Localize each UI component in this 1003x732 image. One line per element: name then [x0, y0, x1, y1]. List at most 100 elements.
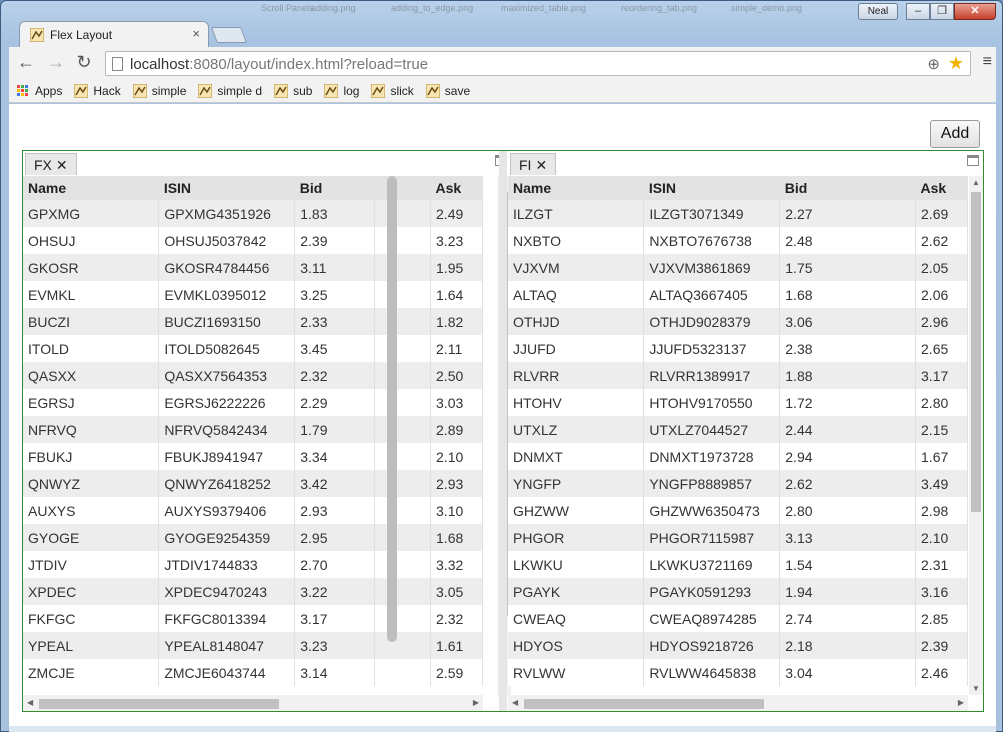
scroll-thumb[interactable]	[39, 699, 279, 709]
scroll-up-icon[interactable]: ▲	[972, 178, 980, 187]
table-row[interactable]: FBUKJ FBUKJ8941947 3.34 2.10	[23, 443, 483, 470]
bookmark-simple-d[interactable]: simple d	[198, 83, 262, 98]
column-header[interactable]: Bid	[294, 176, 375, 200]
restore-button[interactable]: ❐	[930, 3, 954, 20]
table-row[interactable]: OTHJD OTHJD9028379 3.06 2.96	[508, 308, 968, 335]
table-row[interactable]: ALTAQ ALTAQ3667405 1.68 2.06	[508, 281, 968, 308]
table-row[interactable]: QASXX QASXX7564353 2.32 2.50	[23, 362, 483, 389]
table-row[interactable]: HDYOS HDYOS9218726 2.18 2.39	[508, 632, 968, 659]
table-row[interactable]: NXBTO NXBTO7676738 2.48 2.62	[508, 227, 968, 254]
table-cell: YNGFP8889857	[643, 470, 781, 497]
panel-tab-fi[interactable]: FI ✕	[510, 153, 557, 175]
table-row[interactable]: ILZGT ILZGT3071349 2.27 2.69	[508, 200, 968, 227]
reload-icon[interactable]: ↻	[76, 52, 92, 72]
address-bar[interactable]: localhost:8080/layout/index.html?reload=…	[105, 51, 971, 76]
column-header[interactable]: Ask	[430, 176, 483, 200]
table-row[interactable]: CWEAQ CWEAQ8974285 2.74 2.85	[508, 605, 968, 632]
panel-splitter[interactable]	[499, 151, 507, 711]
bookmark-hack[interactable]: Hack	[74, 83, 121, 98]
table-row[interactable]: GPXMG GPXMG4351926 1.83 2.49	[23, 200, 483, 227]
table-cell: HDYOS9218726	[643, 632, 781, 659]
table-row[interactable]: HTOHV HTOHV9170550 1.72 2.80	[508, 389, 968, 416]
column-header[interactable]: Name	[23, 176, 159, 200]
vertical-scrollbar[interactable]: ▲ ▼	[969, 176, 983, 695]
table-row[interactable]: NFRVQ NFRVQ5842434 1.79 2.89	[23, 416, 483, 443]
maximize-icon[interactable]	[967, 155, 979, 166]
profile-button[interactable]: Neal	[858, 3, 898, 20]
table-cell	[374, 281, 432, 308]
scroll-right-icon[interactable]: ▶	[957, 698, 964, 707]
minimize-button[interactable]: –	[906, 3, 930, 20]
table-row[interactable]: EGRSJ EGRSJ6222226 2.29 3.03	[23, 389, 483, 416]
table-row[interactable]: LKWKU LKWKU3721169 1.54 2.31	[508, 551, 968, 578]
table-row[interactable]: BUCZI BUCZI1693150 2.33 1.82	[23, 308, 483, 335]
column-header[interactable]	[374, 176, 431, 200]
table-row[interactable]: JTDIV JTDIV1744833 2.70 3.32	[23, 551, 483, 578]
table-row[interactable]: AUXYS AUXYS9379406 2.93 3.10	[23, 497, 483, 524]
column-header[interactable]: Ask	[915, 176, 968, 200]
table-cell: 1.88	[779, 362, 917, 389]
table-row[interactable]: OHSUJ OHSUJ5037842 2.39 3.23	[23, 227, 483, 254]
table-row[interactable]: YPEAL YPEAL8148047 3.23 1.61	[23, 632, 483, 659]
table-cell: 3.32	[430, 551, 483, 578]
table-cell: CWEAQ	[508, 605, 645, 632]
tab-close-icon[interactable]: ×	[192, 26, 200, 41]
close-tab-icon[interactable]: ✕	[535, 157, 548, 173]
table-row[interactable]: UTXLZ UTXLZ7044527 2.44 2.15	[508, 416, 968, 443]
table-cell: BUCZI	[23, 308, 160, 335]
table-row[interactable]: QNWYZ QNWYZ6418252 3.42 2.93	[23, 470, 483, 497]
table-cell: 2.10	[430, 443, 483, 470]
bookmark-star-icon[interactable]: ★	[947, 53, 964, 73]
zoom-icon[interactable]: ⊕	[927, 56, 940, 73]
table-row[interactable]: JJUFD JJUFD5323137 2.38 2.65	[508, 335, 968, 362]
table-row[interactable]: YNGFP YNGFP8889857 2.62 3.49	[508, 470, 968, 497]
bookmark-slick[interactable]: slick	[371, 83, 414, 98]
table-row[interactable]: XPDEC XPDEC9470243 3.22 3.05	[23, 578, 483, 605]
table-row[interactable]: PGAYK PGAYK0591293 1.94 3.16	[508, 578, 968, 605]
table-row[interactable]: PHGOR PHGOR7115987 3.13 2.10	[508, 524, 968, 551]
column-header[interactable]: Bid	[779, 176, 916, 200]
close-window-button[interactable]: ✕	[954, 3, 996, 20]
back-arrow-icon[interactable]: ←	[17, 52, 35, 72]
url-text: localhost:8080/layout/index.html?reload=…	[130, 56, 429, 73]
bookmark-icon	[425, 83, 440, 98]
column-header[interactable]: Name	[508, 176, 644, 200]
column-header[interactable]: ISIN	[643, 176, 780, 200]
scroll-thumb[interactable]	[524, 699, 764, 709]
column-header[interactable]: ISIN	[158, 176, 295, 200]
bookmark-log[interactable]: log	[324, 83, 359, 98]
scroll-left-icon[interactable]: ◀	[27, 698, 34, 707]
chrome-menu-icon[interactable]: ≡	[982, 53, 992, 70]
horizontal-scrollbar[interactable]: ◀ ▶	[508, 695, 968, 711]
table-row[interactable]: DNMXT DNMXT1973728 2.94 1.67	[508, 443, 968, 470]
column-resize-handle[interactable]	[387, 176, 397, 642]
window-controls: Neal – ❐ ✕	[858, 3, 996, 20]
table-row[interactable]: EVMKL EVMKL0395012 3.25 1.64	[23, 281, 483, 308]
scroll-thumb[interactable]	[971, 192, 981, 512]
table-row[interactable]: FKFGC FKFGC8013394 3.17 2.32	[23, 605, 483, 632]
table-row[interactable]: GKOSR GKOSR4784456 3.11 1.95	[23, 254, 483, 281]
forward-arrow-icon[interactable]: →	[47, 52, 65, 72]
horizontal-scrollbar[interactable]: ◀ ▶	[23, 695, 483, 711]
scroll-down-icon[interactable]: ▼	[972, 684, 980, 693]
table-row[interactable]: GHZWW GHZWW6350473 2.80 2.98	[508, 497, 968, 524]
panel-tab-fx[interactable]: FX ✕	[25, 153, 77, 175]
scroll-left-icon[interactable]: ◀	[512, 698, 519, 707]
table-row[interactable]: ZMCJE ZMCJE6043744 3.14 2.59	[23, 659, 483, 686]
table-row[interactable]: RLVRR RLVRR1389917 1.88 3.17	[508, 362, 968, 389]
table-row[interactable]: GYOGE GYOGE9254359 2.95 1.68	[23, 524, 483, 551]
bookmark-apps[interactable]: Apps	[17, 84, 62, 98]
table-cell: NFRVQ5842434	[158, 416, 296, 443]
bookmark-sub[interactable]: sub	[274, 83, 312, 98]
bookmark-save[interactable]: save	[425, 83, 470, 98]
scroll-right-icon[interactable]: ▶	[472, 698, 479, 707]
table-row[interactable]: RVLWW RVLWW4645838 3.04 2.46	[508, 659, 968, 686]
table-row[interactable]: ITOLD ITOLD5082645 3.45 2.11	[23, 335, 483, 362]
table-row[interactable]: VJXVM VJXVM3861869 1.75 2.05	[508, 254, 968, 281]
close-tab-icon[interactable]: ✕	[55, 157, 68, 173]
bookmark-simple[interactable]: simple	[132, 83, 186, 98]
browser-tab-flex-layout[interactable]: Flex Layout ×	[19, 21, 209, 47]
add-button[interactable]: Add	[930, 120, 980, 148]
new-tab-button[interactable]	[211, 27, 247, 43]
